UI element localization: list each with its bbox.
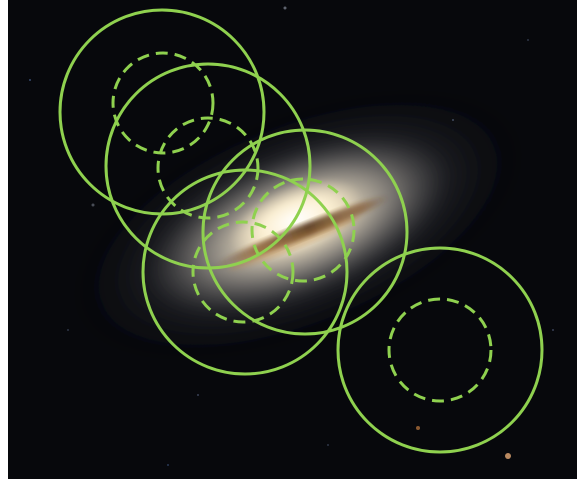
aperture-4 bbox=[141, 168, 349, 376]
aperture-5 bbox=[336, 246, 544, 454]
aperture-outer-circle bbox=[336, 246, 544, 454]
star bbox=[527, 39, 529, 41]
field-stars bbox=[29, 6, 554, 466]
star bbox=[283, 6, 287, 10]
star bbox=[552, 329, 554, 331]
aperture-inner-dashed-circle bbox=[156, 116, 260, 220]
warm-band bbox=[229, 215, 360, 270]
aperture-inner-dashed-circle bbox=[250, 177, 356, 283]
aperture-inner-dashed-circle bbox=[191, 220, 295, 324]
star bbox=[197, 394, 199, 396]
star bbox=[505, 453, 511, 459]
star bbox=[91, 203, 95, 207]
star bbox=[67, 329, 69, 331]
aperture-inner-dashed-circle bbox=[387, 297, 493, 403]
star bbox=[327, 444, 329, 446]
star bbox=[167, 464, 169, 466]
aperture-inner-dashed-circle bbox=[111, 51, 215, 155]
apertures bbox=[58, 8, 544, 454]
star bbox=[29, 79, 31, 81]
star bbox=[416, 426, 420, 430]
aperture-outer-circle bbox=[141, 168, 349, 376]
aperture-outer-circle bbox=[201, 128, 409, 336]
star bbox=[452, 119, 454, 121]
aperture-3 bbox=[201, 128, 409, 336]
galaxy-image bbox=[8, 0, 577, 479]
